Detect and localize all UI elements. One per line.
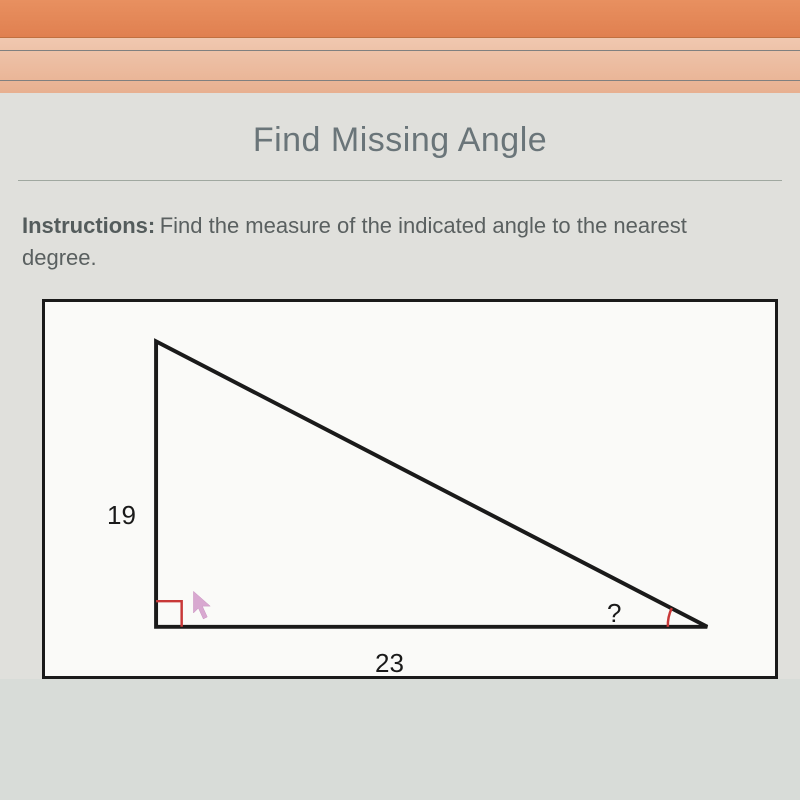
- horizontal-line-1: [0, 50, 800, 51]
- instructions-text-1: Find the measure of the indicated angle …: [160, 213, 687, 238]
- top-orange-bar: [0, 0, 800, 38]
- page-title: Find Missing Angle: [0, 121, 800, 160]
- title-section: Find Missing Angle: [0, 93, 800, 180]
- triangle-path: [156, 341, 707, 626]
- under-bar: [0, 38, 800, 93]
- side-label-19: 19: [107, 500, 136, 531]
- triangle-diagram: [45, 302, 775, 676]
- content-area: Find Missing Angle Instructions: Find th…: [0, 93, 800, 679]
- figure-container: 19 23 ?: [42, 299, 778, 679]
- horizontal-line-2: [0, 80, 800, 81]
- right-angle-marker: [156, 601, 182, 627]
- cursor-icon: [193, 591, 210, 619]
- side-label-23: 23: [375, 648, 404, 679]
- angle-arc-marker: [668, 608, 672, 627]
- instructions-label: Instructions:: [22, 213, 155, 238]
- angle-label-question: ?: [607, 598, 621, 629]
- instructions-text-2: degree.: [22, 245, 778, 271]
- instructions-section: Instructions: Find the measure of the in…: [0, 181, 800, 299]
